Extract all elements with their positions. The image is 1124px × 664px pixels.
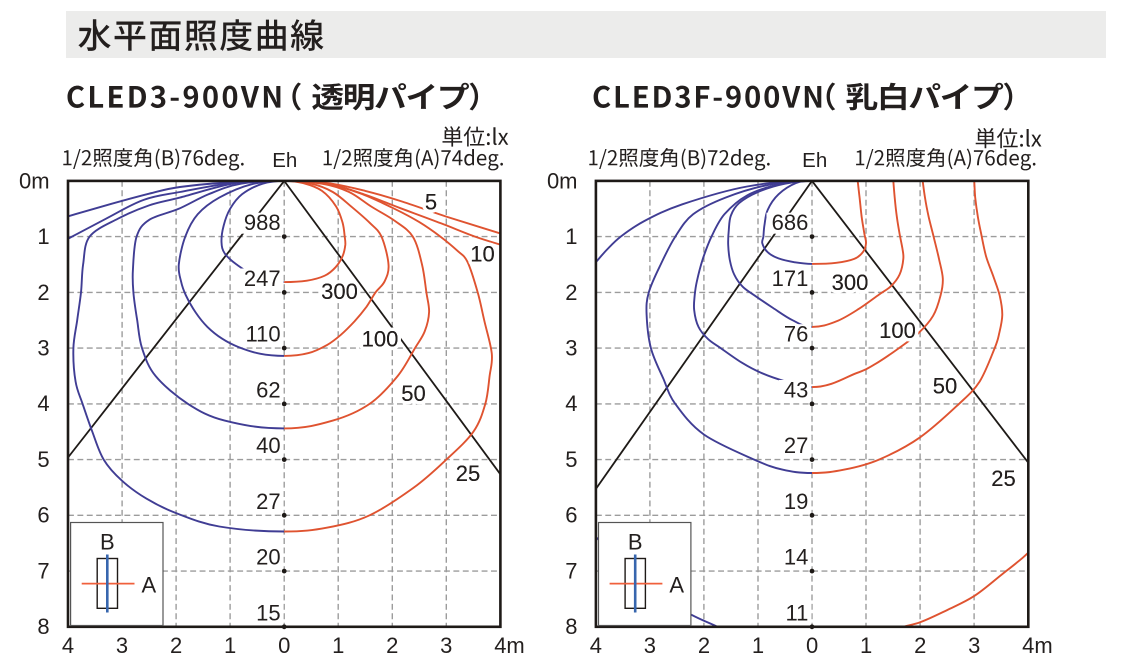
svg-text:0m: 0m [19, 168, 50, 193]
svg-text:25: 25 [456, 461, 480, 486]
svg-text:988: 988 [244, 210, 281, 235]
svg-text:11: 11 [786, 600, 809, 625]
svg-text:50: 50 [401, 381, 425, 406]
svg-text:3: 3 [565, 336, 577, 361]
svg-text:4: 4 [62, 633, 74, 658]
svg-text:3: 3 [37, 336, 49, 361]
svg-text:76: 76 [784, 322, 808, 347]
svg-text:110: 110 [246, 322, 281, 347]
svg-text:100: 100 [362, 327, 399, 352]
svg-text:3: 3 [440, 633, 452, 658]
svg-text:A: A [669, 573, 684, 598]
svg-text:2: 2 [170, 633, 182, 658]
svg-text:300: 300 [832, 270, 869, 295]
svg-text:25: 25 [991, 466, 1015, 491]
svg-text:25: 25 [991, 466, 1015, 491]
svg-text:62: 62 [256, 378, 280, 403]
svg-text:50: 50 [933, 374, 957, 399]
svg-text:1: 1 [224, 633, 236, 658]
svg-text:14: 14 [784, 545, 808, 570]
svg-text:43: 43 [784, 378, 808, 403]
svg-text:6: 6 [565, 503, 577, 528]
svg-text:0: 0 [278, 633, 290, 658]
svg-text:4: 4 [565, 391, 577, 416]
svg-text:7: 7 [565, 559, 577, 584]
svg-text:300: 300 [321, 279, 358, 304]
svg-text:20: 20 [256, 545, 280, 570]
svg-text:6: 6 [37, 503, 49, 528]
svg-text:300: 300 [321, 279, 358, 304]
svg-text:3: 3 [968, 633, 980, 658]
svg-text:5: 5 [37, 447, 49, 472]
svg-text:1: 1 [752, 633, 764, 658]
svg-text:1: 1 [37, 224, 49, 249]
svg-text:40: 40 [256, 433, 280, 458]
svg-text:10: 10 [470, 242, 494, 267]
svg-text:8: 8 [37, 614, 49, 639]
svg-text:27: 27 [784, 433, 808, 458]
svg-text:8: 8 [565, 614, 577, 639]
svg-text:4: 4 [37, 391, 49, 416]
svg-text:686: 686 [772, 210, 809, 235]
svg-text:100: 100 [879, 318, 916, 343]
svg-text:50: 50 [401, 381, 425, 406]
svg-text:B: B [628, 530, 643, 555]
svg-text:2: 2 [565, 280, 577, 305]
svg-text:15: 15 [256, 600, 280, 625]
svg-text:B: B [100, 530, 115, 555]
svg-text:27: 27 [256, 489, 280, 514]
svg-text:0: 0 [806, 633, 818, 658]
svg-text:1: 1 [860, 633, 872, 658]
svg-text:2: 2 [914, 633, 926, 658]
svg-text:300: 300 [832, 270, 869, 295]
svg-text:100: 100 [362, 327, 399, 352]
svg-text:Eh: Eh [272, 149, 297, 172]
svg-text:0m: 0m [547, 168, 578, 193]
svg-text:5: 5 [425, 190, 437, 215]
svg-text:2: 2 [37, 280, 49, 305]
svg-text:50: 50 [933, 374, 957, 399]
svg-text:1: 1 [332, 633, 344, 658]
svg-text:5: 5 [425, 190, 437, 215]
svg-text:247: 247 [244, 266, 281, 291]
svg-text:5: 5 [565, 447, 577, 472]
svg-text:25: 25 [456, 461, 480, 486]
svg-text:19: 19 [784, 489, 808, 514]
svg-text:4m: 4m [494, 633, 525, 658]
svg-text:10: 10 [470, 242, 494, 267]
svg-text:Eh: Eh [802, 149, 827, 172]
svg-text:2: 2 [698, 633, 710, 658]
svg-text:A: A [142, 573, 157, 598]
svg-text:3: 3 [644, 633, 656, 658]
svg-text:2: 2 [386, 633, 398, 658]
svg-text:4m: 4m [1022, 633, 1053, 658]
svg-text:171: 171 [772, 266, 809, 291]
svg-text:4: 4 [590, 633, 602, 658]
svg-text:3: 3 [116, 633, 128, 658]
svg-text:7: 7 [37, 559, 49, 584]
svg-text:1: 1 [565, 224, 577, 249]
svg-text:100: 100 [879, 318, 916, 343]
